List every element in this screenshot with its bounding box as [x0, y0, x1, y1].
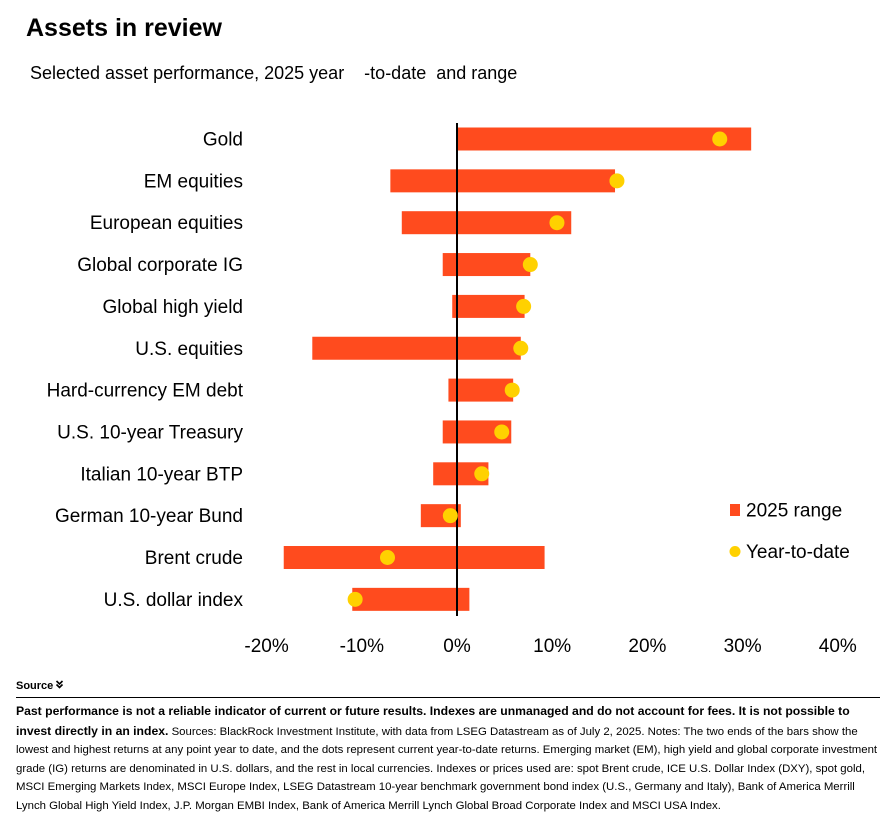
legend-ytd-label: Year-to-date — [746, 542, 850, 563]
source-footnote: Past performance is not a reliable indic… — [16, 702, 878, 816]
category-label: European equities — [90, 213, 243, 234]
category-label: Global high yield — [103, 297, 243, 318]
range-bar — [433, 462, 489, 486]
legend-ytd-swatch — [729, 546, 741, 557]
ytd-dot — [347, 591, 363, 607]
x-axis-ticks: -20% -10% 0% 10% 20% 30% 40% — [244, 636, 856, 657]
category-label: Brent crude — [145, 548, 243, 569]
legend-range-label: 2025 range — [746, 501, 842, 522]
range-bar — [442, 420, 512, 444]
ytd-dot — [504, 382, 520, 398]
x-tick-label: 30% — [724, 636, 762, 657]
legend: 2025 range Year-to-date — [729, 501, 850, 563]
category-label: EM equities — [144, 171, 243, 192]
asset-range-chart: Gold EM equities European equities Global c… — [47, 123, 857, 657]
range-bars — [283, 127, 752, 611]
ytd-dot — [712, 131, 728, 147]
x-tick-label: 10% — [533, 636, 571, 657]
ytd-dot — [474, 466, 490, 482]
category-label: U.S. equities — [135, 339, 243, 360]
source-toggle-button[interactable]: Source — [16, 680, 64, 692]
page-title: Assets in review — [26, 14, 222, 42]
category-label: Hard-currency EM debt — [47, 381, 244, 402]
category-label: Gold — [203, 130, 243, 151]
chart-subtitle: Selected asset performance, 2025 year -t… — [30, 63, 518, 83]
category-label: U.S. 10-year Treasury — [57, 422, 243, 443]
x-tick-label: -20% — [244, 636, 288, 657]
ytd-dots — [347, 131, 728, 607]
ytd-dot — [516, 298, 532, 314]
x-tick-label: 40% — [819, 636, 857, 657]
range-bar — [401, 211, 572, 235]
x-tick-label: 20% — [628, 636, 666, 657]
ytd-dot — [380, 550, 396, 565]
range-bar — [312, 336, 521, 360]
x-tick-label: -10% — [340, 636, 384, 657]
category-labels: Gold EM equities European equities Global c… — [47, 130, 244, 611]
range-bar — [442, 253, 531, 277]
ytd-dot — [609, 173, 625, 189]
ytd-dot — [513, 340, 529, 356]
source-divider — [16, 697, 880, 698]
range-bar — [390, 169, 616, 193]
x-tick-label: 0% — [443, 636, 471, 657]
category-label: U.S. dollar index — [104, 590, 244, 611]
ytd-dot — [442, 508, 458, 524]
category-label: Global corporate IG — [77, 255, 243, 276]
category-label: German 10-year Bund — [55, 506, 243, 527]
ytd-dot — [549, 215, 565, 231]
range-bar — [352, 587, 470, 611]
range-bar — [448, 378, 514, 402]
double-chevron-down-icon — [55, 680, 64, 692]
category-label: Italian 10-year BTP — [80, 464, 243, 485]
disclaimer-text: Past performance is not a reliable indic… — [16, 704, 850, 738]
source-notes-text: Sources: BlackRock Investment Institute,… — [16, 725, 878, 812]
range-bar — [452, 294, 525, 318]
source-toggle-label: Source — [16, 680, 54, 692]
ytd-dot — [522, 257, 538, 273]
range-bar — [457, 127, 752, 151]
ytd-dot — [494, 424, 510, 440]
range-bar — [283, 546, 545, 569]
legend-range-swatch — [730, 504, 740, 516]
